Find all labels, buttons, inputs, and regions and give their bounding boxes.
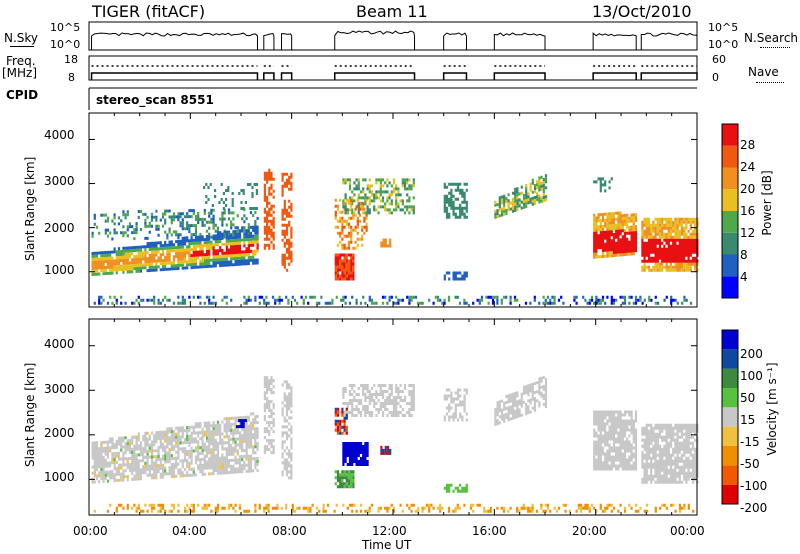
velocity-ytick: 3000 bbox=[44, 382, 75, 396]
beam-title: Beam 11 bbox=[356, 2, 428, 21]
velocity-cells bbox=[91, 375, 699, 484]
power-colorbar-swatch bbox=[722, 211, 738, 233]
nsearch-legend-line bbox=[760, 47, 790, 48]
radar-title: TIGER (fitACF) bbox=[92, 2, 206, 21]
power-cells bbox=[263, 168, 368, 281]
x-tick: 16:00 bbox=[472, 524, 507, 538]
power-colorbar-swatch bbox=[722, 276, 738, 298]
vel-cbar-label: Velocity [m s⁻¹] bbox=[765, 362, 779, 456]
nsky-frame bbox=[88, 21, 698, 51]
cpid-label: CPID bbox=[6, 88, 39, 102]
power-cbar-tick: 8 bbox=[740, 248, 748, 262]
power-colorbar-frame bbox=[721, 123, 739, 299]
panel-frames bbox=[88, 21, 739, 516]
velocity-panel bbox=[91, 375, 699, 513]
velocity-colorbar-swatch bbox=[722, 446, 738, 466]
power-cbar-tick: 4 bbox=[740, 270, 748, 284]
power-cells bbox=[91, 208, 688, 305]
velocity-colorbar-swatch bbox=[722, 349, 738, 369]
velocity-cells bbox=[235, 419, 369, 466]
vel-cbar-tick: -200 bbox=[740, 501, 768, 515]
power-colorbar-swatch bbox=[722, 145, 738, 168]
freq-line bbox=[90, 72, 698, 80]
velocity-ytick: 2000 bbox=[44, 426, 75, 440]
nsearch-label: N.Search bbox=[744, 31, 799, 45]
velocity-colorbar-swatch bbox=[722, 368, 738, 388]
velocity-colorbar-swatch bbox=[722, 388, 738, 408]
nave-label: Nave bbox=[748, 65, 779, 79]
power-cells bbox=[93, 174, 693, 305]
date-title: 13/Oct/2010 bbox=[592, 2, 692, 21]
nsky-tick-top: 10^5 bbox=[50, 21, 81, 34]
nave-tick-top: 60 bbox=[712, 53, 726, 66]
nsky-panel bbox=[91, 30, 698, 50]
vel-cbar-tick: 200 bbox=[740, 347, 763, 361]
x-tick: 08:00 bbox=[272, 524, 307, 538]
power-colorbar-swatch bbox=[722, 189, 738, 211]
power-colorbar-swatch bbox=[722, 254, 738, 277]
nsearch-tick-top: 10^5 bbox=[708, 21, 739, 34]
freq-tick-bottom: 8 bbox=[68, 71, 75, 84]
nsky-tick-bottom: 10^0 bbox=[50, 38, 81, 51]
vel-cbar-tick: 15 bbox=[740, 413, 756, 427]
x-tick: 00:00 bbox=[670, 524, 705, 538]
x-axis-label: Time UT bbox=[362, 538, 412, 552]
freq-frame bbox=[88, 55, 698, 81]
x-tick: 00:00 bbox=[73, 524, 108, 538]
x-tick: 04:00 bbox=[172, 524, 207, 538]
nsky-label: N.Sky bbox=[4, 31, 39, 45]
power-ytick: 2000 bbox=[44, 221, 75, 235]
velocity-colorbar-swatch bbox=[722, 484, 738, 504]
velocity-cells bbox=[106, 503, 695, 513]
velocity-colorbar-swatch bbox=[722, 465, 738, 485]
power-cbar-tick: 20 bbox=[740, 182, 756, 196]
vel-cbar-tick: -100 bbox=[740, 479, 768, 493]
power-cells bbox=[98, 295, 675, 305]
nsearch-tick-bottom: 10^0 bbox=[708, 38, 739, 51]
power-cbar-tick: 12 bbox=[740, 226, 756, 240]
velocity-ytick: 1000 bbox=[44, 470, 75, 484]
power-cbar-label: Power [dB] bbox=[760, 170, 774, 236]
velocity-cells bbox=[336, 470, 355, 489]
nave-tick-bottom: 0 bbox=[712, 71, 719, 84]
velocity-ytick: 4000 bbox=[44, 337, 75, 351]
x-tick: 20:00 bbox=[572, 524, 607, 538]
velocity-colorbar-swatch bbox=[722, 330, 738, 350]
power-ytick: 3000 bbox=[44, 174, 75, 188]
velocity-colorbar-swatch bbox=[722, 407, 738, 427]
x-tick: 12:00 bbox=[372, 524, 407, 538]
freq-label: Freq. bbox=[6, 54, 36, 68]
power-cells bbox=[91, 178, 699, 273]
velocity-colorbar-frame bbox=[721, 329, 739, 505]
power-ytick: 1000 bbox=[44, 263, 75, 277]
vel-cbar-tick: -15 bbox=[740, 435, 760, 449]
cpid-text: stereo_scan 8551 bbox=[96, 93, 214, 107]
vel-cbar-tick: 50 bbox=[740, 391, 756, 405]
power-cells bbox=[91, 175, 686, 305]
power-colorbar-swatch bbox=[722, 167, 738, 190]
freq-tick-top: 18 bbox=[64, 53, 78, 66]
vel-cbar-tick: 100 bbox=[740, 369, 763, 383]
power-ylabel: Slant Range [km] bbox=[23, 156, 37, 261]
velocity-colorbar-swatch bbox=[722, 426, 738, 446]
power-cbar-tick: 28 bbox=[740, 138, 756, 152]
freq-unit-label: [MHz] bbox=[2, 66, 38, 80]
power-cbar-tick: 16 bbox=[740, 204, 756, 218]
power-colorbar-swatch bbox=[722, 232, 738, 255]
vel-cbar-tick: -50 bbox=[740, 457, 760, 471]
power-ytick: 4000 bbox=[44, 128, 75, 142]
power-colorbar-swatch bbox=[722, 124, 738, 146]
power-cbar-tick: 24 bbox=[740, 160, 756, 174]
freq-panel bbox=[90, 65, 698, 80]
nsky-legend-line bbox=[10, 46, 34, 47]
nave-legend-line bbox=[756, 82, 784, 83]
nsky-line bbox=[91, 30, 698, 50]
velocity-ylabel: Slant Range [km] bbox=[23, 362, 37, 467]
power-panel bbox=[91, 168, 699, 305]
